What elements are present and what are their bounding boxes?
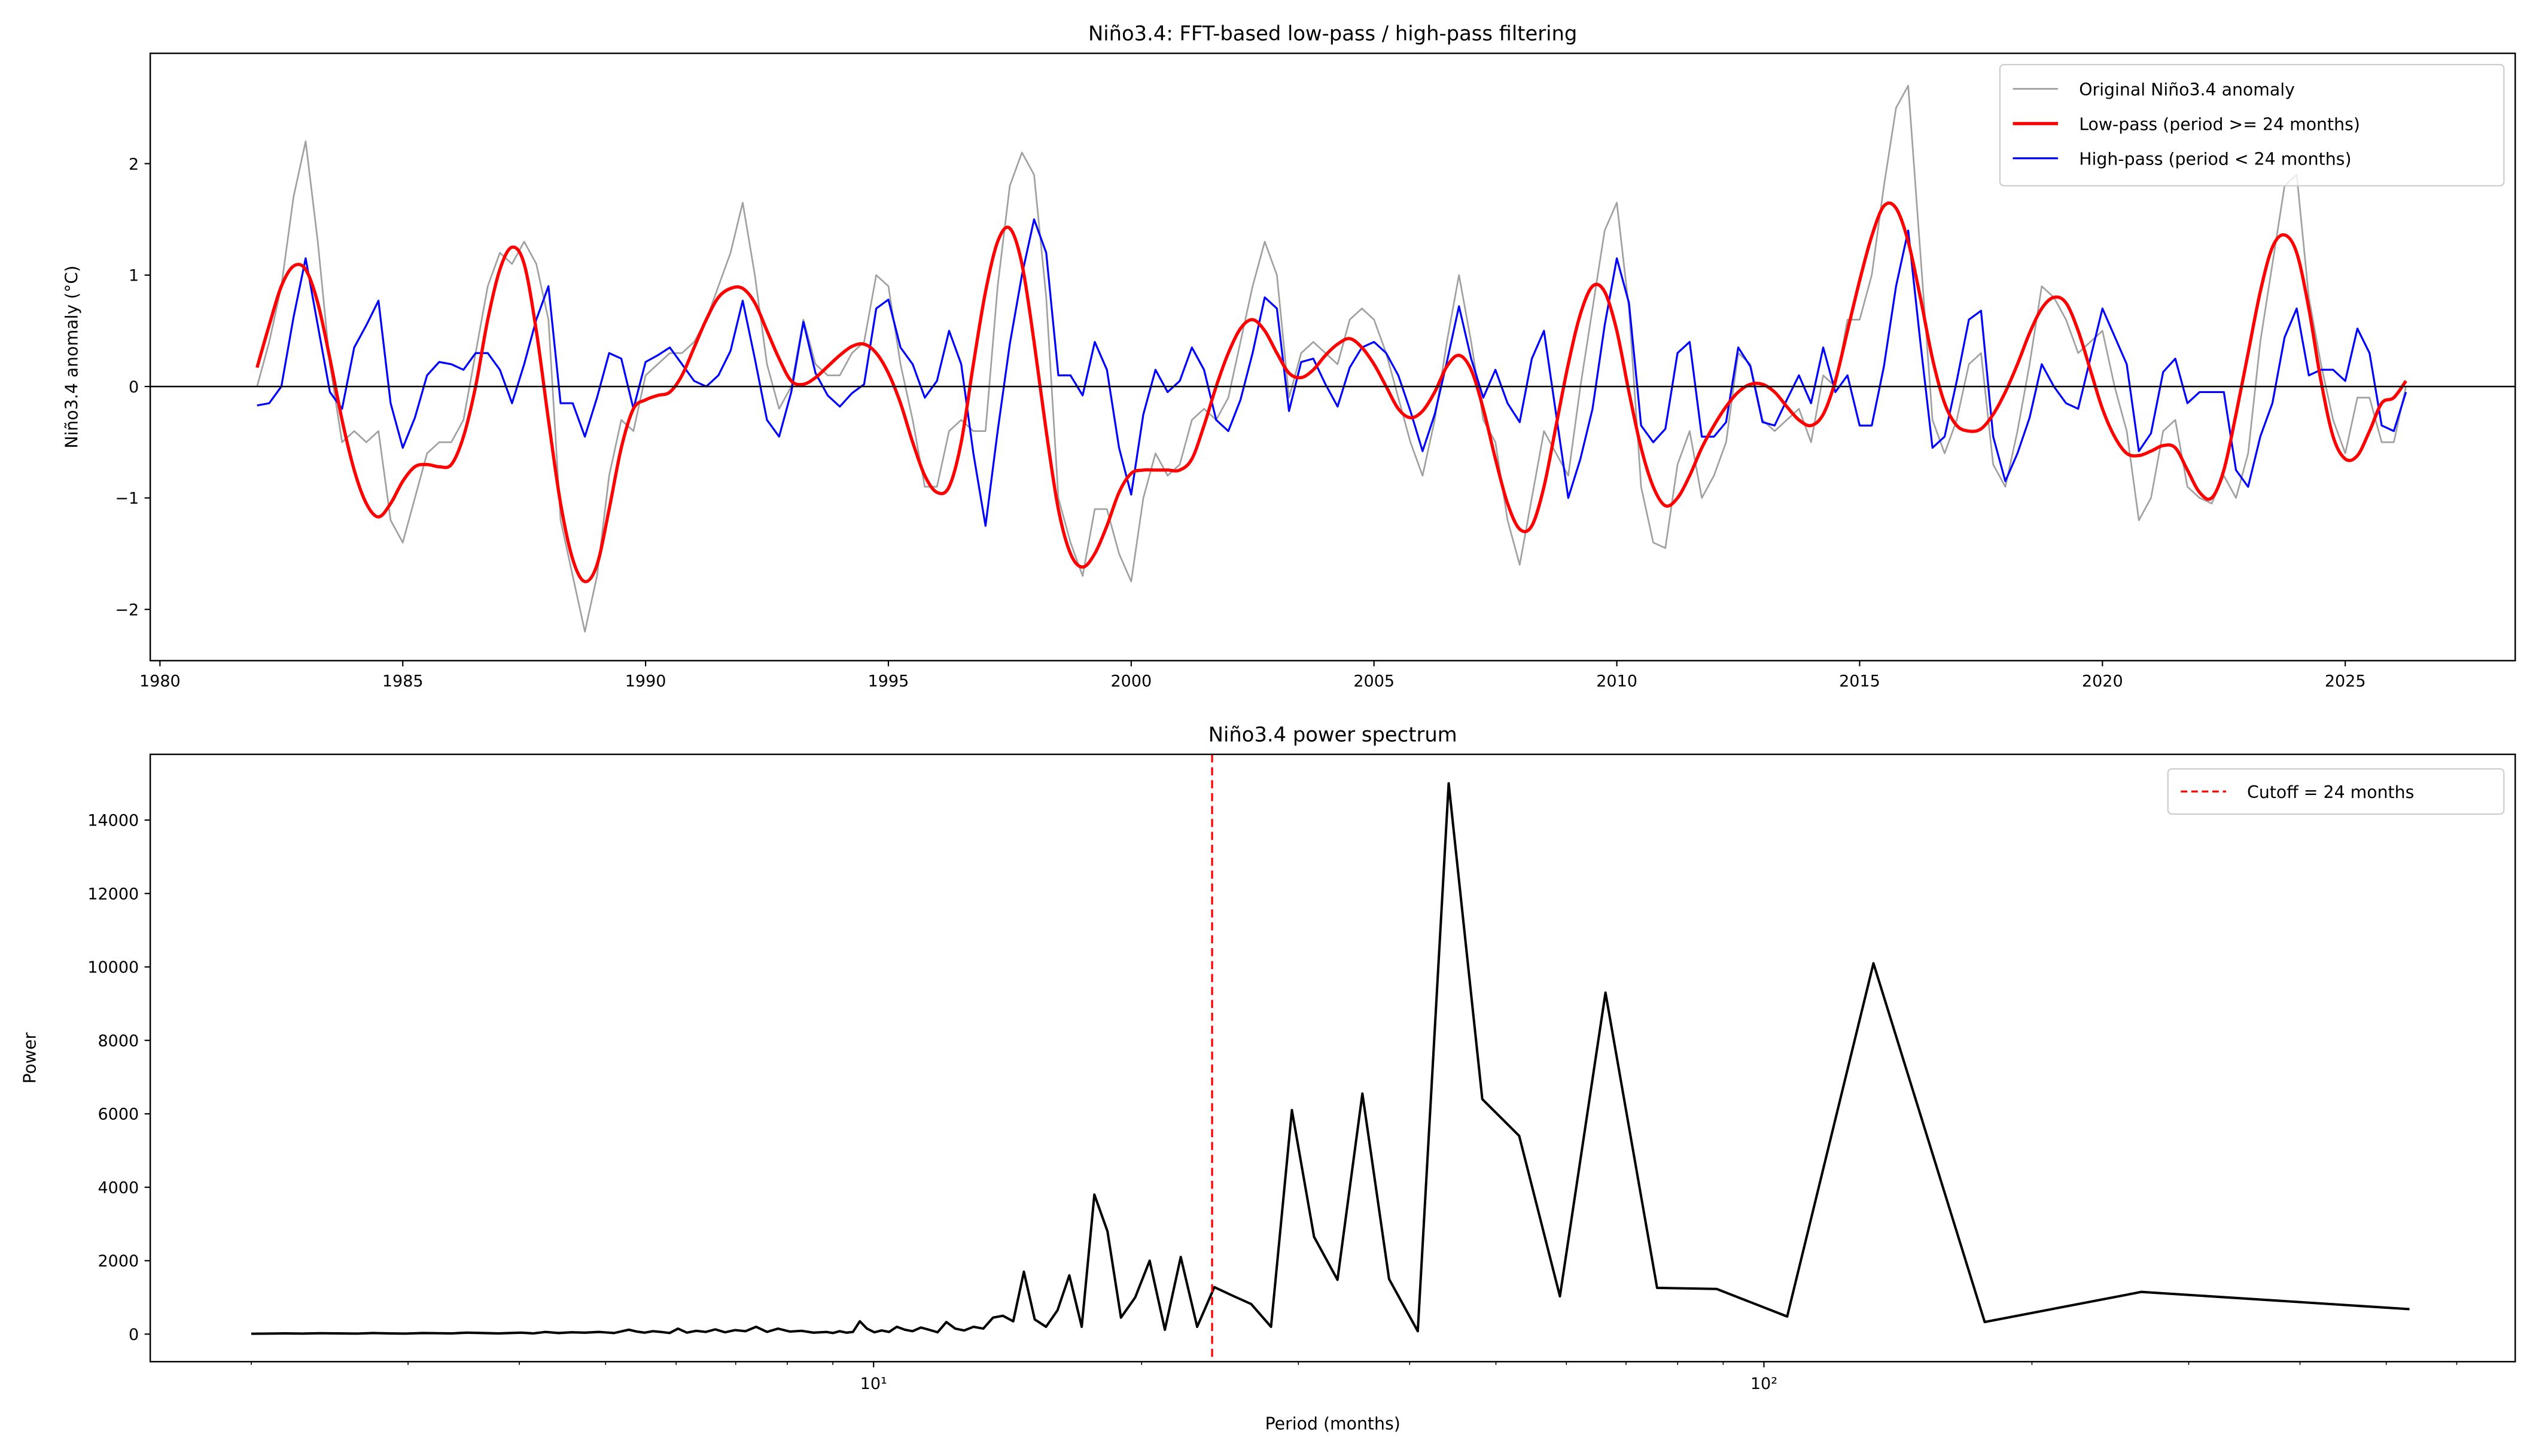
x-tick-label: 1980 bbox=[139, 672, 181, 691]
legend-entry: Cutoff = 24 months bbox=[2247, 782, 2414, 802]
spectrum-legend: Cutoff = 24 months bbox=[2167, 768, 2505, 815]
y-tick-label: 0 bbox=[129, 378, 139, 397]
x-tick-label: 10¹ bbox=[860, 1375, 887, 1393]
timeseries-title: Niño3.4: FFT-based low-pass / high-pass … bbox=[1088, 22, 1577, 45]
x-tick-label: 1985 bbox=[382, 672, 424, 691]
highpass-line bbox=[257, 218, 2407, 527]
y-tick-label: 8000 bbox=[98, 1032, 139, 1050]
x-tick-label: 2010 bbox=[1596, 672, 1637, 691]
x-tick-label: 2020 bbox=[2082, 672, 2123, 691]
x-tick-label: 1990 bbox=[625, 672, 666, 691]
lowpass-line bbox=[255, 201, 2407, 583]
spectrum-axes: 10¹ 10² 0 2000 4000 6000 8000 10000 12000 14000 Ni… bbox=[20, 723, 2516, 1434]
legend-frame bbox=[2167, 768, 2505, 815]
legend-entry: High-pass (period < 24 months) bbox=[2079, 149, 2351, 169]
timeseries-y-axis-label: Niño3.4 anomaly (°C) bbox=[62, 266, 82, 449]
timeseries-axes-frame bbox=[149, 52, 2516, 662]
y-tick-label: 12000 bbox=[87, 885, 139, 903]
y-tick-label: 0 bbox=[129, 1326, 139, 1344]
y-tick-label: 4000 bbox=[98, 1178, 139, 1197]
x-tick-label: 2025 bbox=[2325, 672, 2366, 691]
original-anomaly-line bbox=[256, 84, 2407, 633]
y-tick-label: 6000 bbox=[98, 1105, 139, 1124]
power-spectrum-line bbox=[251, 782, 2410, 1335]
x-tick-label: 1995 bbox=[868, 672, 909, 691]
spectrum-x-axis-label: Period (months) bbox=[1265, 1414, 1401, 1434]
y-tick-label: 10000 bbox=[87, 958, 139, 977]
legend-entry: Original Niño3.4 anomaly bbox=[2079, 80, 2295, 99]
y-tick-label: −2 bbox=[115, 601, 139, 619]
legend-frame bbox=[1999, 63, 2505, 187]
spectrum-axes-frame bbox=[149, 753, 2516, 1363]
y-tick-label: 1 bbox=[129, 267, 139, 285]
x-tick-label: 2005 bbox=[1353, 672, 1395, 691]
timeseries-legend: Original Niño3.4 anomaly Low-pass (period… bbox=[1999, 63, 2505, 187]
y-tick-label: 14000 bbox=[87, 812, 139, 830]
y-tick-label: −1 bbox=[115, 489, 139, 508]
legend-entry: Low-pass (period >= 24 months) bbox=[2079, 114, 2360, 134]
spectrum-y-axis-label: Power bbox=[20, 1032, 39, 1083]
x-tick-label: 10² bbox=[1750, 1375, 1777, 1393]
x-tick-label: 2015 bbox=[1839, 672, 1880, 691]
y-tick-label: 2000 bbox=[98, 1252, 139, 1271]
x-tick-label: 2000 bbox=[1110, 672, 1152, 691]
spectrum-title: Niño3.4 power spectrum bbox=[1208, 723, 1457, 746]
timeseries-axes: 1980 1985 1990 1995 2000 2005 2010 2015 2020 2025… bbox=[62, 22, 2516, 691]
y-tick-label: 2 bbox=[129, 155, 139, 173]
